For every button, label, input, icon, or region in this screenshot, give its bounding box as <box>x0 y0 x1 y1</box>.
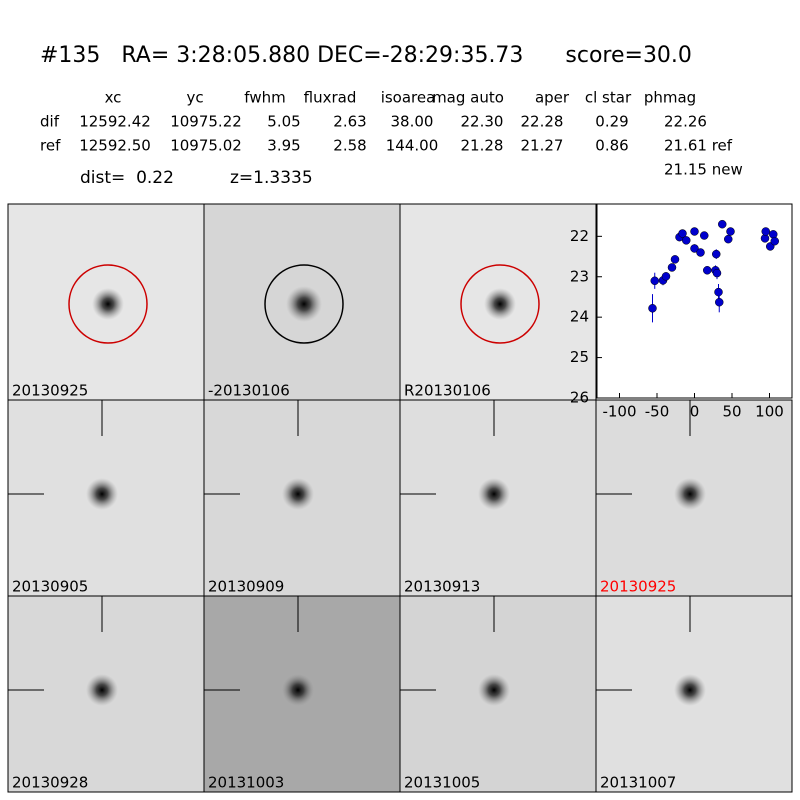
point <box>714 287 723 297</box>
star <box>478 674 510 706</box>
cell: 21.28 <box>461 137 504 155</box>
x-tick-label: -100 <box>602 403 636 421</box>
point <box>648 304 657 313</box>
star <box>478 478 510 510</box>
cell: 12592.50 <box>79 137 151 155</box>
cell: 2.63 <box>333 113 366 131</box>
point <box>700 231 709 240</box>
column-header: aper <box>535 89 570 107</box>
cell: 21.27 <box>521 137 564 155</box>
star <box>282 674 314 706</box>
x-tick-label: 100 <box>755 403 784 421</box>
cell: 22.30 <box>461 113 504 131</box>
aperture <box>460 264 540 344</box>
point <box>661 272 671 281</box>
column-header: cl star <box>585 89 632 107</box>
point <box>724 234 733 244</box>
cell: 0.86 <box>595 137 628 155</box>
point <box>696 248 705 257</box>
aperture <box>68 264 148 344</box>
stamp-label: 20130928 <box>12 774 88 792</box>
star <box>86 674 118 706</box>
point <box>682 236 691 245</box>
point <box>650 276 659 286</box>
row-label: dif <box>40 113 60 131</box>
x-tick-label: 50 <box>722 403 741 421</box>
title: #135 RA= 3:28:05.880 DEC=-28:29:35.73 sc… <box>40 43 692 68</box>
column-header: isoarea <box>381 89 436 107</box>
column-header: fwhm <box>244 89 285 107</box>
star <box>92 288 124 320</box>
stamp-label: 20130925 <box>12 382 88 400</box>
stamp-label: R20130106 <box>404 382 491 400</box>
point <box>718 219 727 229</box>
y-tick-label: 26 <box>570 389 589 407</box>
cell: 22.26 <box>664 113 707 131</box>
star <box>282 478 314 510</box>
redshift: z=1.3335 <box>230 168 313 188</box>
y-tick-label: 24 <box>570 308 589 326</box>
column-header: mag auto <box>432 89 504 107</box>
point <box>703 266 712 275</box>
y-tick-label: 22 <box>570 227 589 245</box>
point <box>678 229 687 238</box>
y-tick-label: 25 <box>570 348 589 366</box>
cell: 0.29 <box>595 113 628 131</box>
star <box>484 288 516 320</box>
point <box>670 255 680 264</box>
stamp-label: 20131007 <box>600 774 676 792</box>
aperture <box>264 264 344 344</box>
dist: dist= 0.22 <box>80 168 174 188</box>
point <box>712 249 721 259</box>
stamp-label: 20130909 <box>208 578 284 596</box>
cell: 5.05 <box>267 113 300 131</box>
cell: 3.95 <box>267 137 300 155</box>
star <box>674 674 706 706</box>
point <box>769 230 778 239</box>
cell: 2.58 <box>333 137 366 155</box>
cell: 21.61 ref <box>664 137 733 155</box>
cell: 38.00 <box>391 113 434 131</box>
cell: 22.28 <box>521 113 564 131</box>
point <box>715 297 724 307</box>
stamp-label: 20131003 <box>208 774 284 792</box>
plot-area <box>596 203 793 399</box>
cell: 10975.22 <box>170 113 242 131</box>
point <box>761 227 770 236</box>
point <box>690 227 699 236</box>
cell: 12592.42 <box>79 113 151 131</box>
star <box>286 286 322 322</box>
point <box>726 227 735 236</box>
cell: 144.00 <box>386 137 439 155</box>
point <box>770 236 779 246</box>
stamp-label: 20130905 <box>12 578 88 596</box>
table-note: 21.15 new <box>664 161 743 179</box>
stamp-label: 20130925 <box>600 578 676 596</box>
x-tick-label: 0 <box>690 403 700 421</box>
column-header: xc <box>105 89 122 107</box>
star <box>674 478 706 510</box>
point <box>667 263 677 272</box>
star <box>86 478 118 510</box>
point <box>690 244 699 253</box>
x-tick-label: -50 <box>645 403 670 421</box>
column-header: phmag <box>644 89 696 107</box>
y-tick-label: 23 <box>570 267 589 285</box>
cell: 10975.02 <box>170 137 242 155</box>
column-header: fluxrad <box>304 89 357 107</box>
column-header: yc <box>186 89 203 107</box>
row-label: ref <box>40 137 61 155</box>
stamp-label: -20130106 <box>208 382 290 400</box>
point <box>712 268 722 278</box>
stamp-label: 20131005 <box>404 774 480 792</box>
stamp-label: 20130913 <box>404 578 480 596</box>
